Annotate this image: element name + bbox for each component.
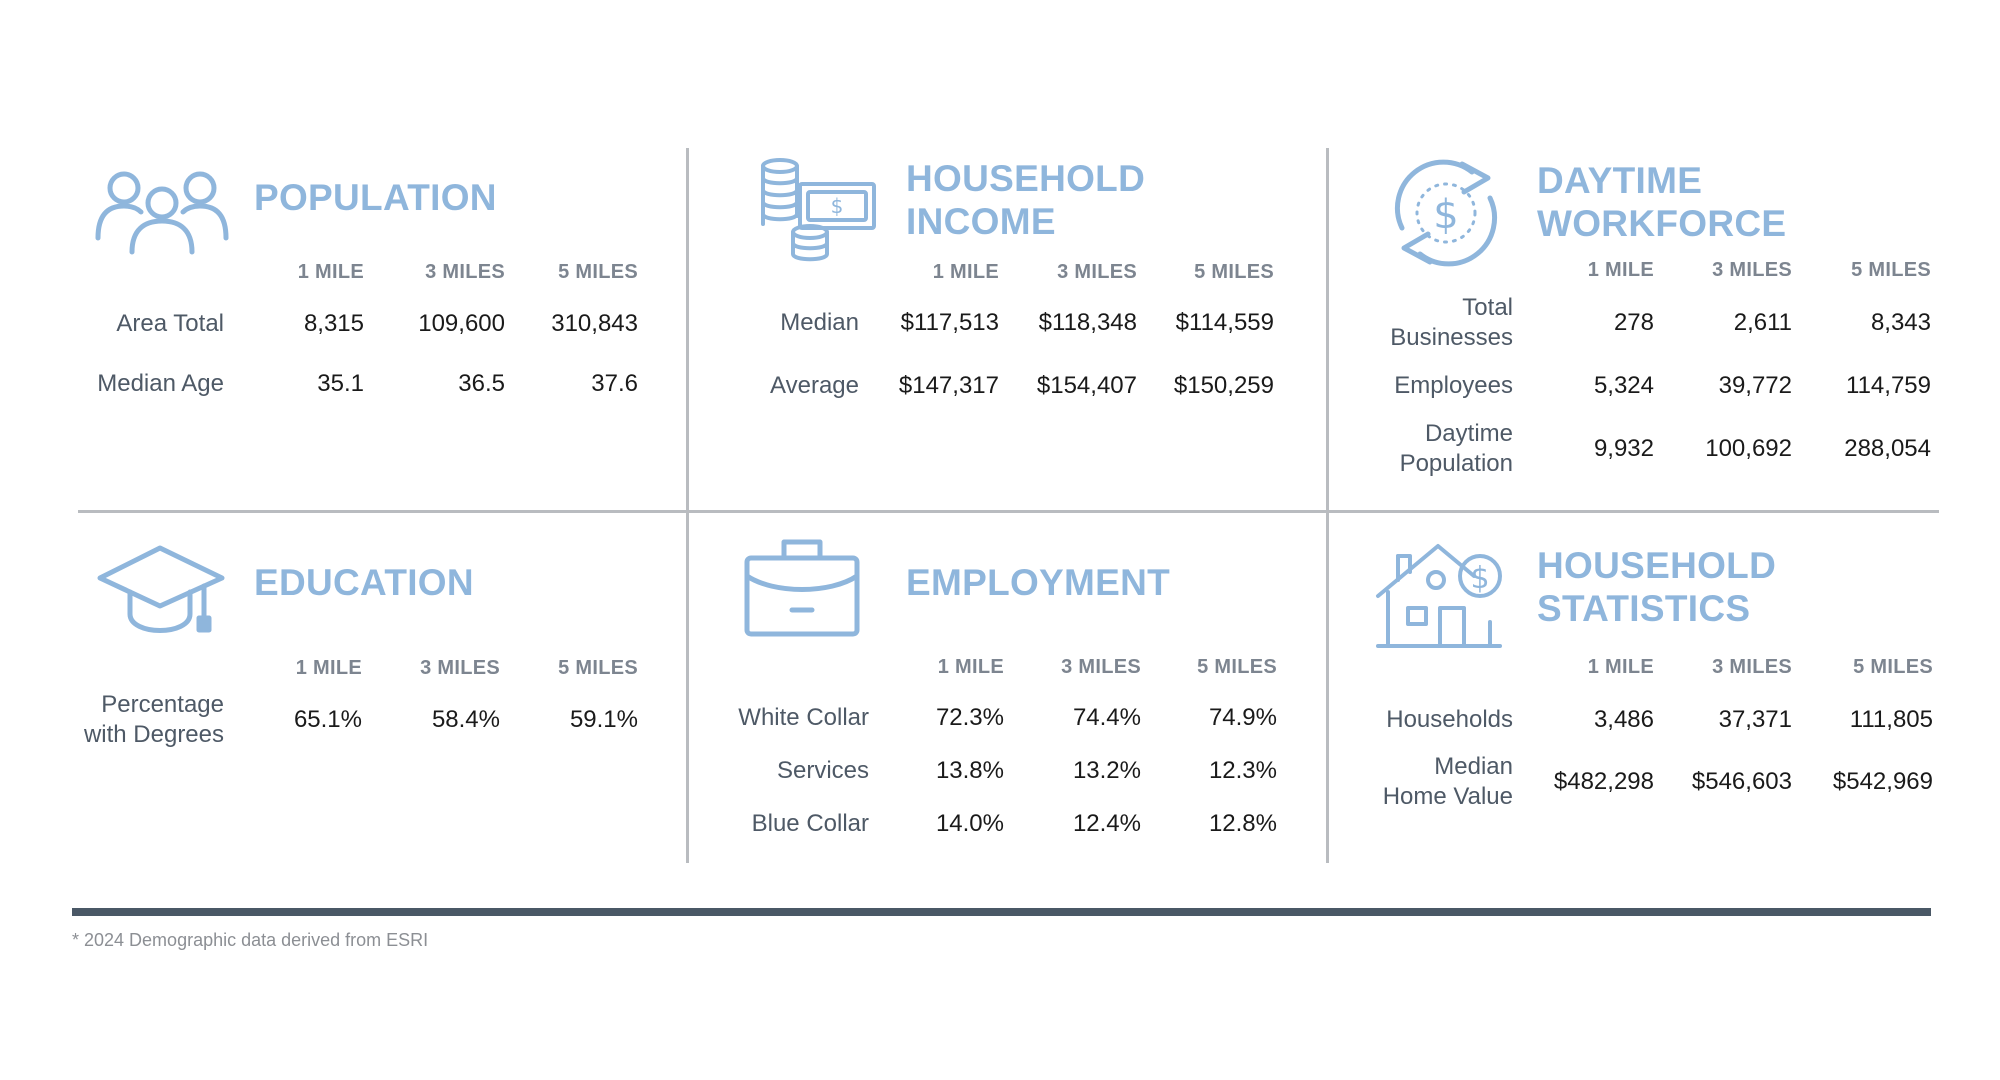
divider-vertical-right	[1326, 148, 1329, 863]
income-value: $150,259	[1173, 372, 1274, 399]
workforce-col-3miles: 3 MILES	[1712, 259, 1792, 281]
education-value: 59.1%	[569, 706, 638, 733]
population-value: 109,600	[418, 310, 505, 337]
employment-value: 74.4%	[1072, 704, 1141, 731]
workforce-row-label: Daytime Population	[1399, 420, 1513, 477]
workforce-value: 5,324	[1593, 372, 1654, 399]
footnote: * 2024 Demographic data derived from ESR…	[72, 930, 429, 950]
income-col-5miles: 5 MILES	[1194, 261, 1274, 283]
divider-vertical-left	[686, 148, 689, 863]
population-title: POPULATION	[254, 177, 497, 218]
education-col-5miles: 5 MILES	[558, 657, 638, 679]
population-col-3miles: 3 MILES	[425, 261, 505, 283]
household-title: HOUSEHOLD STATISTICS	[1537, 545, 1777, 629]
education-col-1mile: 1 MILE	[295, 657, 362, 679]
graduation-cap-icon	[96, 544, 226, 636]
workforce-value: 39,772	[1718, 372, 1792, 399]
employment-value: 13.2%	[1072, 757, 1141, 784]
workforce-value: 288,054	[1844, 435, 1931, 462]
workforce-value: 8,343	[1870, 309, 1931, 336]
population-value: 36.5	[458, 370, 505, 397]
population-value: 310,843	[551, 310, 638, 337]
employment-value: 74.9%	[1208, 704, 1277, 731]
briefcase-icon	[744, 538, 860, 638]
income-value: $118,348	[1038, 309, 1137, 336]
people-icon	[94, 170, 230, 255]
workforce-title: DAYTIME WORKFORCE	[1537, 160, 1787, 244]
income-value: $117,513	[900, 309, 999, 336]
education-value: 65.1%	[293, 706, 362, 733]
workforce-value: 100,692	[1705, 435, 1792, 462]
population-value: 37.6	[591, 370, 638, 397]
workforce-row-label: Total Businesses	[1390, 294, 1513, 351]
household-value: $546,603	[1691, 768, 1792, 795]
employment-col-3miles: 3 MILES	[1061, 656, 1141, 678]
employment-value: 12.4%	[1072, 810, 1141, 837]
education-col-3miles: 3 MILES	[420, 657, 500, 679]
footer-rule	[72, 908, 1931, 916]
employment-value: 13.8%	[935, 757, 1004, 784]
household-value: 3,486	[1593, 706, 1654, 733]
svg-text:$: $	[1433, 192, 1458, 238]
household-value: 111,805	[1849, 706, 1933, 733]
workforce-value: 2,611	[1733, 309, 1792, 336]
workforce-value: 278	[1613, 309, 1654, 336]
household-value: $542,969	[1832, 768, 1933, 795]
income-row-label: Average	[770, 372, 859, 399]
employment-value: 12.8%	[1208, 810, 1277, 837]
population-row-label: Area Total	[116, 310, 224, 337]
population-value: 8,315	[303, 310, 364, 337]
house-dollar-icon: $	[1376, 542, 1510, 648]
employment-value: 12.3%	[1208, 757, 1277, 784]
employment-col-1mile: 1 MILE	[937, 656, 1004, 678]
employment-row-label: Blue Collar	[751, 810, 869, 837]
workforce-value: 9,932	[1593, 435, 1654, 462]
svg-text:$: $	[1470, 561, 1489, 596]
income-col-3miles: 3 MILES	[1057, 261, 1137, 283]
employment-title: EMPLOYMENT	[906, 562, 1171, 603]
household-col-3miles: 3 MILES	[1712, 656, 1792, 678]
education-title: EDUCATION	[254, 562, 474, 603]
workforce-col-5miles: 5 MILES	[1851, 259, 1931, 281]
education-value: 58.4%	[431, 706, 500, 733]
income-value: $147,317	[898, 372, 999, 399]
workforce-value: 114,759	[1846, 372, 1931, 399]
income-row-label: Median	[780, 309, 859, 336]
population-row-label: Median Age	[97, 370, 224, 397]
income-value: $114,559	[1175, 309, 1274, 336]
employment-row-label: Services	[776, 757, 869, 784]
education-row-label: Percentage with Degrees	[83, 691, 224, 748]
household-row-label: Households	[1386, 706, 1513, 733]
household-col-5miles: 5 MILES	[1853, 656, 1933, 678]
population-col-1mile: 1 MILE	[297, 261, 364, 283]
income-title: HOUSEHOLD INCOME	[906, 158, 1146, 242]
population-col-5miles: 5 MILES	[558, 261, 638, 283]
workforce-row-label: Employees	[1394, 372, 1513, 399]
workforce-col-1mile: 1 MILE	[1587, 259, 1654, 281]
svg-text:$: $	[831, 194, 844, 218]
divider-horizontal	[78, 510, 1939, 513]
employment-value: 14.0%	[935, 810, 1004, 837]
income-col-1mile: 1 MILE	[932, 261, 999, 283]
household-value: $482,298	[1553, 768, 1654, 795]
employment-col-5miles: 5 MILES	[1197, 656, 1277, 678]
money-stack-icon: $	[760, 158, 876, 264]
household-value: 37,371	[1718, 706, 1792, 733]
household-col-1mile: 1 MILE	[1587, 656, 1654, 678]
dollar-cycle-icon: $	[1392, 158, 1500, 268]
population-value: 35.1	[317, 370, 364, 397]
employment-value: 72.3%	[935, 704, 1004, 731]
household-row-label: Median Home Value	[1382, 753, 1513, 810]
employment-row-label: White Collar	[738, 704, 869, 731]
income-value: $154,407	[1036, 372, 1137, 399]
